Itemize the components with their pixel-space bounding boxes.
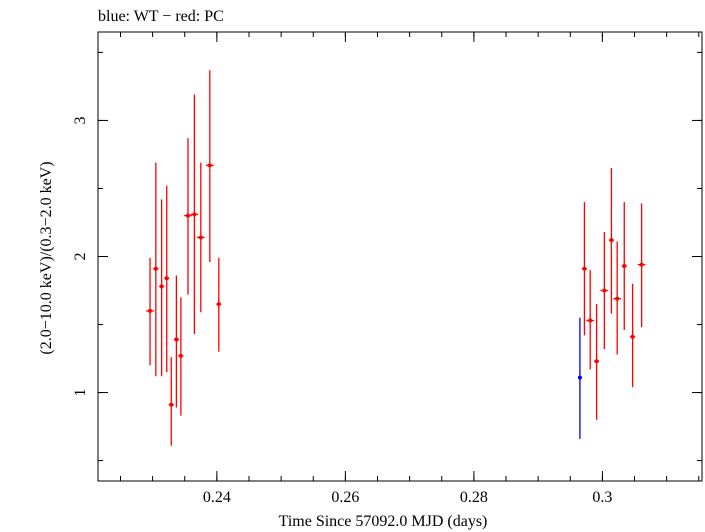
- data-point: [168, 357, 174, 446]
- point-marker: [216, 302, 221, 307]
- chart-title: blue: WT − red: PC: [98, 8, 224, 25]
- x-tick-label: 0.24: [203, 489, 231, 506]
- data-point: [637, 203, 646, 328]
- point-marker: [615, 296, 620, 301]
- x-tick-label: 0.3: [592, 489, 612, 506]
- point-marker: [178, 353, 183, 358]
- y-tick-label: 3: [72, 116, 89, 124]
- point-marker: [159, 284, 164, 289]
- data-series: [146, 70, 646, 446]
- point-marker: [602, 288, 607, 293]
- data-point: [146, 257, 154, 366]
- data-point: [216, 257, 222, 352]
- point-marker: [185, 213, 190, 218]
- point-marker: [192, 212, 197, 217]
- data-point: [613, 241, 622, 355]
- data-point: [621, 202, 627, 330]
- point-marker: [639, 262, 644, 267]
- axis-ticks: 0.24 0.26 0.28 0.3 1 2 3: [72, 32, 702, 506]
- point-marker: [153, 266, 158, 271]
- y-tick-label: 1: [72, 389, 89, 397]
- data-point: [164, 185, 170, 373]
- point-marker: [609, 238, 614, 243]
- data-point: [577, 317, 582, 439]
- data-point: [184, 138, 192, 295]
- point-marker: [588, 318, 593, 323]
- point-marker: [169, 402, 174, 407]
- data-point: [190, 94, 199, 335]
- data-point: [153, 162, 159, 377]
- data-point: [205, 70, 214, 262]
- point-marker: [577, 375, 582, 380]
- x-tick-label: 0.26: [331, 489, 359, 506]
- data-point: [159, 199, 165, 377]
- point-marker: [630, 334, 635, 339]
- data-point: [608, 168, 614, 314]
- x-axis-label: Time Since 57092.0 MJD (days): [279, 513, 488, 530]
- data-point: [581, 202, 587, 336]
- point-marker: [198, 235, 203, 240]
- data-point: [178, 297, 184, 416]
- data-point: [196, 162, 205, 313]
- point-marker: [148, 308, 153, 313]
- point-marker: [207, 163, 212, 168]
- y-axis-label: (2.0−10.0 keV)/(0.3−2.0 keV): [38, 161, 55, 354]
- data-point: [600, 232, 609, 350]
- point-marker: [164, 276, 169, 281]
- x-tick-label: 0.28: [460, 489, 488, 506]
- data-series: [577, 317, 582, 439]
- data-point: [586, 270, 595, 370]
- data-layer: [146, 70, 646, 446]
- point-marker: [594, 359, 599, 364]
- data-point: [594, 304, 600, 420]
- point-marker: [582, 266, 587, 271]
- point-marker: [622, 264, 627, 269]
- data-point: [630, 283, 636, 388]
- data-point: [173, 275, 179, 408]
- point-marker: [174, 337, 179, 342]
- y-tick-label: 2: [72, 253, 89, 261]
